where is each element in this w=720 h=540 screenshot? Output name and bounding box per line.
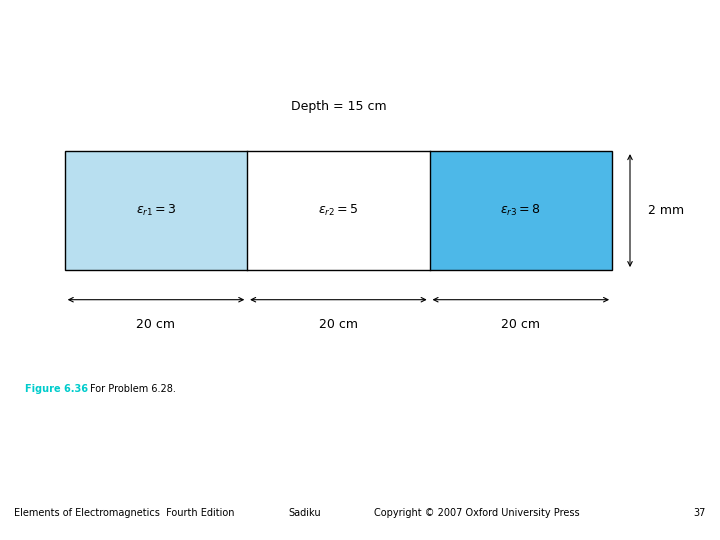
Text: $\varepsilon_{r1} = 3$: $\varepsilon_{r1} = 3$ [136, 203, 176, 218]
Text: Depth = 15 cm: Depth = 15 cm [291, 100, 386, 113]
Text: Sadiku: Sadiku [288, 508, 320, 518]
Text: 20 cm: 20 cm [319, 318, 358, 330]
Text: 37: 37 [693, 508, 706, 518]
Text: Figure 6.36: Figure 6.36 [25, 384, 89, 394]
Text: Elements of Electromagnetics  Fourth Edition: Elements of Electromagnetics Fourth Edit… [14, 508, 235, 518]
Bar [65, 151, 612, 270]
Bar [65, 151, 247, 270]
Text: 2 mm: 2 mm [648, 204, 684, 217]
Text: $\varepsilon_{r3} = 8$: $\varepsilon_{r3} = 8$ [500, 203, 541, 218]
Bar [247, 151, 430, 270]
Text: $\varepsilon_{r2} = 5$: $\varepsilon_{r2} = 5$ [318, 203, 359, 218]
Text: 20 cm: 20 cm [501, 318, 540, 330]
Bar [430, 151, 612, 270]
Text: Copyright © 2007 Oxford University Press: Copyright © 2007 Oxford University Press [374, 508, 580, 518]
Text: For Problem 6.28.: For Problem 6.28. [90, 384, 176, 394]
Text: 20 cm: 20 cm [137, 318, 176, 330]
